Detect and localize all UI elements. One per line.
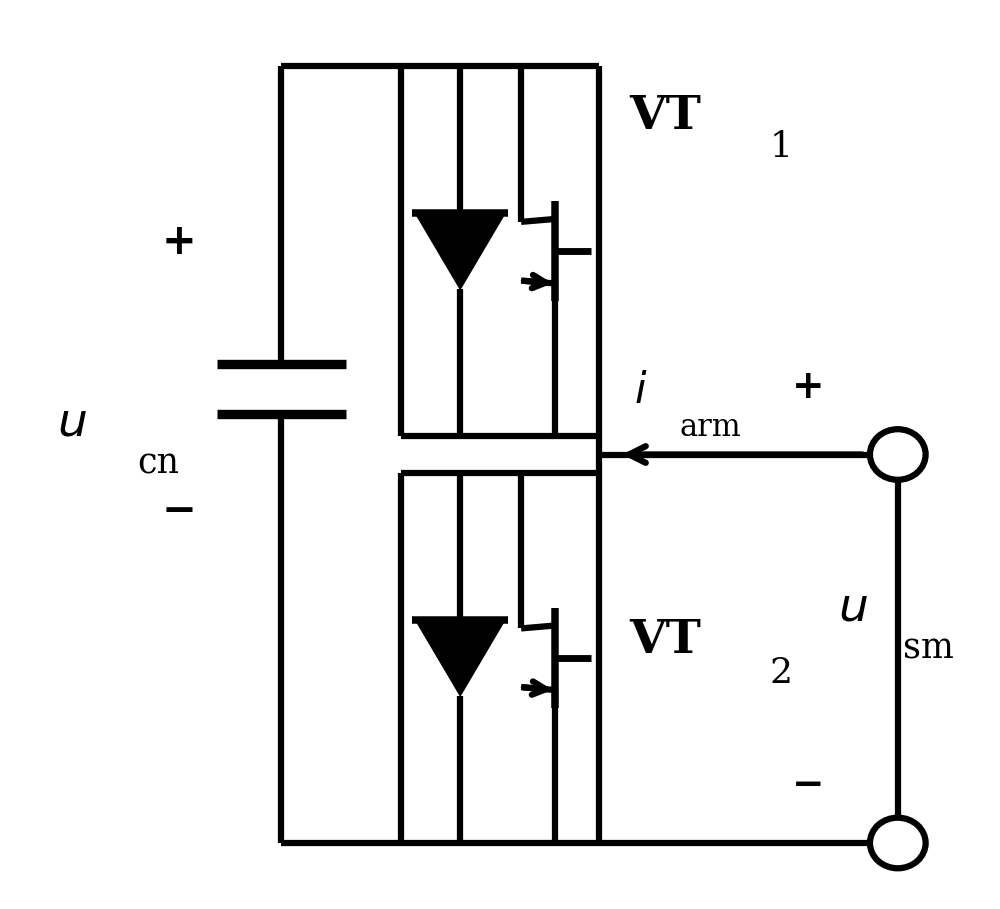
Text: cn: cn <box>137 446 179 481</box>
Text: $\mathregular{2}$: $\mathregular{2}$ <box>769 656 790 690</box>
Text: $u$: $u$ <box>838 585 868 631</box>
Text: $u$: $u$ <box>57 400 87 445</box>
Text: $\mathbf{+}$: $\mathbf{+}$ <box>161 221 193 264</box>
Text: VT: VT <box>629 93 701 139</box>
Text: $i$: $i$ <box>634 370 648 413</box>
Text: sm: sm <box>903 632 954 665</box>
Polygon shape <box>415 620 505 695</box>
Text: $\mathbf{-}$: $\mathbf{-}$ <box>161 488 193 530</box>
Text: arm: arm <box>679 412 741 443</box>
Text: VT: VT <box>629 616 701 663</box>
Text: $\mathregular{1}$: $\mathregular{1}$ <box>769 130 788 165</box>
Polygon shape <box>415 214 505 289</box>
Text: $\mathbf{+}$: $\mathbf{+}$ <box>791 368 822 405</box>
Text: $\mathbf{-}$: $\mathbf{-}$ <box>791 765 822 804</box>
